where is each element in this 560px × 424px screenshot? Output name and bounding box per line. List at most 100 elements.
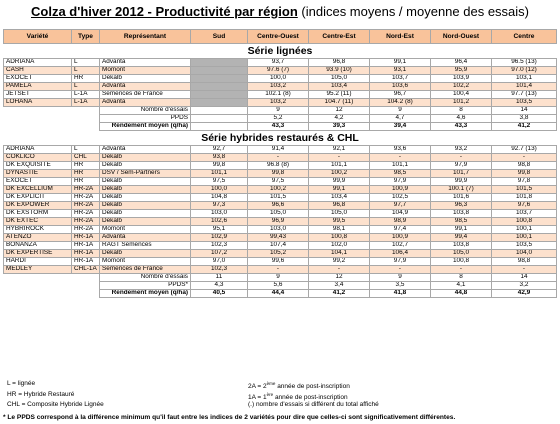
summary-value: 5,2 xyxy=(247,114,309,123)
value-cell: 101,6 xyxy=(430,193,492,202)
summary-value: 3,5 xyxy=(369,281,431,290)
representative-cell: Dekalb xyxy=(99,185,191,194)
value-cell: 101,2 xyxy=(430,98,492,107)
summary-value: 44,4 xyxy=(247,289,309,298)
type-cell: HR xyxy=(71,169,100,178)
type-cell: HR xyxy=(71,74,100,83)
legend-1a: 1A = 1ère année de post-inscription xyxy=(248,392,348,402)
column-header: Variété xyxy=(3,29,72,44)
title-sub: (indices moyens / moyenne des essais) xyxy=(297,4,529,19)
column-header: Sud xyxy=(190,29,248,44)
value-cell: 97.6 (7) xyxy=(247,66,309,75)
variety-cell: ATENZO xyxy=(3,233,72,242)
summary-value: 3,4 xyxy=(308,281,370,290)
variety-cell: EXOCET xyxy=(3,177,72,186)
type-cell: HR-1A xyxy=(71,241,100,250)
section-title-row: Série lignées xyxy=(4,44,557,59)
value-cell: 101,8 xyxy=(491,193,557,202)
value-cell: 100,8 xyxy=(308,233,370,242)
type-cell: HR-1A xyxy=(71,257,100,266)
value-cell: 102.1 (8) xyxy=(247,90,309,99)
type-cell: HR xyxy=(71,177,100,186)
representative-cell: DSV / Sem-Partners xyxy=(99,169,191,178)
value-cell: - xyxy=(247,265,309,274)
summary-row: Nombre d'essais 11 9 12 9 8 14 xyxy=(3,273,557,282)
representative-cell: Dekalb xyxy=(99,209,191,218)
column-header: Centre-Ouest xyxy=(247,29,309,44)
value-cell xyxy=(190,82,248,91)
type-cell: CHL xyxy=(71,153,100,162)
value-cell: 96.8 (8) xyxy=(247,161,309,170)
summary-value xyxy=(190,114,248,123)
table-row: DK EXPLICIT HR-2A Dekalb 104,8 101,5 103,4 102… xyxy=(3,193,557,202)
value-cell: 102,2 xyxy=(430,82,492,91)
value-cell: 104.7 (11) xyxy=(308,98,370,107)
value-cell: 102,5 xyxy=(369,193,431,202)
summary-label: PPDS xyxy=(99,114,191,123)
representative-cell: Advanta xyxy=(99,145,191,154)
value-cell: 96.5 (13) xyxy=(491,58,557,67)
section-title: Série lignées xyxy=(247,45,313,57)
value-cell: 104,8 xyxy=(190,193,248,202)
value-cell: 101,4 xyxy=(491,82,557,91)
variety-cell: MEDLEY xyxy=(3,265,72,274)
value-cell: 101,1 xyxy=(190,169,248,178)
summary-value: 41,2 xyxy=(308,289,370,298)
value-cell: 105,0 xyxy=(308,209,370,218)
representative-cell: RAGT Semences xyxy=(99,241,191,250)
summary-value: 12 xyxy=(308,106,370,115)
value-cell: 97,8 xyxy=(491,177,557,186)
value-cell: 93.9 (10) xyxy=(308,66,370,75)
representative-cell: Dekalb xyxy=(99,201,191,210)
value-cell xyxy=(190,74,248,83)
value-cell: 103,6 xyxy=(369,82,431,91)
value-cell: 102,0 xyxy=(308,241,370,250)
value-cell: 99,8 xyxy=(190,161,248,170)
value-cell: - xyxy=(247,153,309,162)
value-cell: 95,9 xyxy=(430,66,492,75)
legend-parenthesis: (.) nombre d'essais si différent du tota… xyxy=(248,401,379,408)
value-cell: 93,2 xyxy=(430,145,492,154)
variety-cell: COKLICO xyxy=(3,153,72,162)
representative-cell: Momont xyxy=(99,225,191,234)
column-header: Type xyxy=(71,29,100,44)
value-cell: 103,9 xyxy=(430,74,492,83)
value-cell: 103,2 xyxy=(247,98,309,107)
empty-cell xyxy=(3,122,100,131)
value-cell: 104,9 xyxy=(369,209,431,218)
table-row: DK EXTEC HR-2A Dekalb 102,6 96,9 99,5 98,9 98,5… xyxy=(3,217,557,226)
summary-value: 39,3 xyxy=(308,122,370,131)
summary-row: PPDS 5,2 4,2 4,7 4,6 3,8 xyxy=(3,114,557,123)
table-row: BONANZA HR-1A RAGT Semences 102,3 107,4 102,0… xyxy=(3,241,557,250)
value-cell: 103,8 xyxy=(430,241,492,250)
summary-label: Rendement moyen (q/ha) xyxy=(99,289,191,298)
table-row: MEDLEY CHL-1A Semences de France 102,3- - - - - xyxy=(3,265,557,274)
value-cell: 97,3 xyxy=(190,201,248,210)
value-cell: 100,1 xyxy=(491,225,557,234)
productivity-table: Variété Type Représentant Sud Centre-Ouest Ce… xyxy=(3,29,557,298)
variety-cell: DK EXTEC xyxy=(3,217,72,226)
value-cell: - xyxy=(308,153,370,162)
value-cell: 93,6 xyxy=(369,145,431,154)
value-cell: 103,0 xyxy=(190,209,248,218)
value-cell: 100.1 (7) xyxy=(430,185,492,194)
empty-cell xyxy=(3,273,100,282)
value-cell: 105,0 xyxy=(430,249,492,258)
summary-value: 44,8 xyxy=(430,289,492,298)
representative-cell: Advanta xyxy=(99,233,191,242)
type-cell: L xyxy=(71,66,100,75)
value-cell: 101,7 xyxy=(430,169,492,178)
value-cell: 99,1 xyxy=(308,185,370,194)
value-cell: 99,1 xyxy=(369,58,431,67)
type-cell: HR-1A xyxy=(71,233,100,242)
value-cell: 99,1 xyxy=(430,225,492,234)
variety-cell: EXOCET xyxy=(3,74,72,83)
column-header: Centre-Est xyxy=(308,29,370,44)
summary-value: 4,3 xyxy=(190,281,248,290)
value-cell: 101,5 xyxy=(491,185,557,194)
variety-cell: DYNASTIE xyxy=(3,169,72,178)
value-cell: 98,1 xyxy=(308,225,370,234)
value-cell: 100,8 xyxy=(491,217,557,226)
variety-cell: LOHANA xyxy=(3,98,72,107)
summary-value xyxy=(190,106,248,115)
